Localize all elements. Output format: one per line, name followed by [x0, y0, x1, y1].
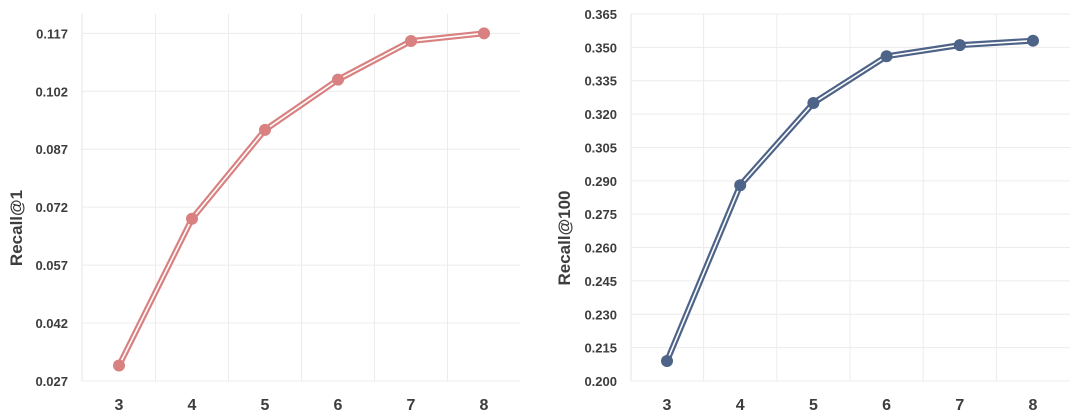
x-tick-label: 8: [1029, 397, 1038, 414]
x-tick-label: 5: [261, 397, 270, 414]
y-tick-label: 0.072: [35, 200, 68, 215]
data-point: [1027, 34, 1039, 47]
data-point: [259, 123, 271, 136]
y-tick-label: 0.200: [584, 374, 617, 389]
y-tick-label: 0.087: [35, 142, 68, 157]
right-chart-recall-at-100: 0.200 0.215 0.230 0.245 0.260 0.275 0.290 0.305…: [555, 7, 1070, 414]
data-point: [953, 39, 966, 52]
x-tick-label: 7: [407, 397, 416, 414]
y-tick-label: 0.057: [35, 258, 68, 273]
y-tick-label: 0.290: [584, 174, 617, 189]
y-tick-label: 0.350: [584, 40, 617, 55]
data-point: [661, 354, 673, 367]
series-line-inner: [666, 39, 1034, 362]
data-point: [405, 35, 417, 48]
y-tick-label: 0.305: [584, 140, 617, 155]
y-tick-label: 0.335: [584, 74, 617, 89]
data-point: [880, 50, 893, 63]
data-point: [478, 27, 490, 40]
y-tick-label: 0.117: [36, 26, 68, 41]
x-tick-label: 5: [809, 397, 818, 414]
data-point: [807, 96, 820, 109]
y-tick-label: 0.365: [584, 7, 617, 22]
x-tick-label: 3: [115, 397, 124, 414]
x-tick-label: 7: [955, 397, 964, 414]
x-tick-label: 6: [334, 397, 343, 414]
data-point: [186, 212, 198, 225]
data-point: [113, 359, 125, 372]
y-tick-label: 0.230: [584, 307, 617, 322]
y-tick-label: 0.275: [584, 207, 617, 222]
y-tick-label: 0.260: [584, 241, 617, 256]
y-axis-title: Recall@100: [555, 190, 574, 285]
series-line-inner: [118, 32, 485, 367]
data-point: [734, 179, 747, 192]
x-tick-label: 6: [882, 397, 891, 414]
y-tick-label: 0.320: [584, 107, 617, 122]
x-tick-label: 3: [663, 397, 672, 414]
x-tick-label: 4: [188, 397, 197, 414]
x-tick-label: 4: [736, 397, 745, 414]
y-axis-title: Recall@1: [7, 190, 26, 266]
x-tick-label: 8: [480, 397, 489, 414]
y-tick-label: 0.042: [35, 316, 68, 331]
y-tick-label: 0.245: [584, 274, 617, 289]
y-tick-label: 0.215: [584, 341, 617, 356]
y-tick-label: 0.027: [35, 374, 68, 389]
y-tick-label: 0.102: [35, 84, 68, 99]
left-chart-recall-at-1: 0.027 0.042 0.057 0.072 0.087 0.102 0.117 3 4 5 6 7…: [7, 14, 520, 414]
data-point: [332, 73, 344, 86]
